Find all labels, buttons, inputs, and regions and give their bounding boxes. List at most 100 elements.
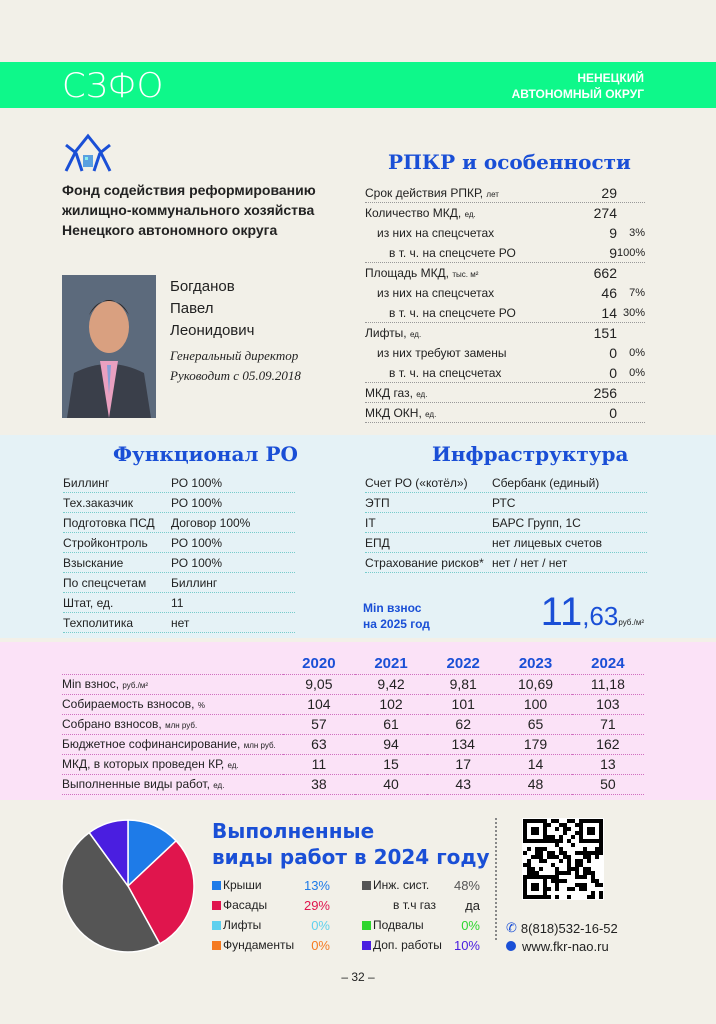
rpkr-row: Площадь МКД, тыс. м² 662: [365, 263, 645, 283]
metric-value: 65: [499, 714, 572, 735]
function-value: Договор 100%: [171, 515, 251, 530]
min-fee-int: 11: [540, 590, 583, 634]
federal-district: СЗФО: [62, 66, 164, 106]
label-text: в т. ч. на спецсчете РО: [389, 245, 516, 260]
legend-label: Фасады: [223, 898, 268, 912]
label-text: МКД ОКН,: [365, 405, 422, 420]
rpkr-label: МКД газ, ед.: [365, 386, 645, 400]
label-text: МКД, в которых проведен КР,: [62, 757, 225, 771]
legend-percent: 13%: [303, 877, 330, 893]
metric-value: 40: [354, 774, 428, 795]
legend-item: Крыши 13%: [212, 875, 330, 895]
legend-percent: 10%: [453, 937, 480, 953]
year-row: МКД, в которых проведен КР, ед. 11 15 17 14 1…: [62, 754, 644, 775]
legend-percent: 0%: [311, 937, 330, 953]
phone-icon: ✆: [506, 920, 517, 935]
function-value: РО 100%: [171, 535, 223, 550]
metric-label: Собрано взносов, млн руб.: [62, 714, 283, 735]
legend-swatch: [362, 880, 371, 890]
legend-swatch: [362, 901, 371, 910]
legend-swatch: [212, 920, 221, 930]
year-row: Бюджетное софинансирование, млн руб. 63 94…: [62, 734, 644, 755]
infra-value: РТС: [492, 495, 516, 510]
unit: лет: [486, 189, 499, 199]
legend-item: Доп. работы 10%: [362, 935, 480, 955]
infra-row: ЕПД нет лицевых счетов: [365, 533, 647, 553]
unit: ед.: [227, 761, 239, 770]
function-row: Взыскание РО 100%: [63, 553, 295, 573]
function-row: Техполитика нет: [63, 613, 295, 633]
rpkr-table: Срок действия РПКР, лет 29 Количество МКД,…: [365, 183, 645, 423]
legend-label: в т.ч газ: [393, 898, 436, 912]
year-row: Собрано взносов, млн руб. 57 61 62 65 71: [62, 714, 644, 735]
rpkr-row: Лифты, ед. 151: [365, 323, 645, 343]
region-name-line2: АВТОНОМНЫЙ ОКРУГ: [511, 87, 644, 101]
legend-percent: 0%: [461, 917, 480, 933]
metric-value: 103: [571, 694, 644, 715]
rpkr-value: 274: [593, 205, 617, 221]
label-text: Бюджетное софинансирование,: [62, 737, 241, 751]
web-icon: [506, 941, 516, 951]
metric-value: 57: [282, 714, 355, 735]
min-fee-label-2: на 2025 год: [363, 617, 430, 631]
function-label: Техполитика: [63, 615, 134, 630]
rpkr-row: из них на спецсчетах 46 7%: [365, 283, 645, 303]
min-fee-dec: ,63: [582, 601, 619, 631]
region-name-line1: НЕНЕЦКИЙ: [577, 71, 644, 85]
legend-label: Подвалы: [373, 918, 424, 932]
function-label: Штат, ед.: [63, 595, 114, 610]
min-fee-label: Min взнос на 2025 год: [363, 600, 430, 632]
legend-percent: 29%: [303, 897, 330, 913]
phone-number: 8(818)532-16-52: [520, 920, 618, 936]
works-title-2: виды работ в 2024 году: [212, 845, 490, 869]
metric-value: 104: [282, 694, 355, 715]
rpkr-row: из них требуют замены 0 0%: [365, 343, 645, 363]
metric-value: 63: [282, 734, 355, 755]
year-header: 2023: [499, 654, 572, 675]
legend-label: Крыши: [223, 878, 262, 892]
metric-value: 38: [282, 774, 355, 795]
unit: руб./м²: [122, 681, 149, 690]
website-link[interactable]: www.fkr-nao.ru: [522, 938, 609, 954]
rpkr-title: РПКР и особенности: [388, 150, 631, 174]
website[interactable]: www.fkr-nao.ru: [506, 936, 609, 956]
function-row: Тех.заказчик РО 100%: [63, 493, 295, 513]
label-text: из них на спецсчетах: [377, 286, 495, 300]
function-label: По спецсчетам: [63, 575, 147, 590]
infra-value: БАРС Групп, 1С: [492, 515, 581, 530]
pie-slice-Фасады: [127, 839, 195, 945]
year-header-row: 2020 2021 2022 2023 2024: [62, 654, 644, 675]
function-row: По спецсчетам Биллинг: [63, 573, 295, 593]
label-text: Собираемость взносов,: [62, 697, 195, 711]
metric-value: 50: [571, 774, 644, 795]
metric-value: 11,18: [571, 674, 644, 695]
surname: Богданов: [170, 278, 235, 295]
label-text: Min взнос,: [62, 677, 120, 691]
metric-value: 10,69: [499, 674, 572, 695]
year-header: 2020: [282, 654, 355, 675]
metric-label: Выполненные виды работ, ед.: [62, 774, 283, 795]
rpkr-percent: 100%: [617, 246, 646, 259]
tenure: Руководит с 05.09.2018: [170, 368, 301, 383]
metric-value: 11: [282, 754, 355, 775]
infra-label: IT: [365, 515, 376, 530]
function-value: РО 100%: [171, 495, 223, 510]
metric-value: 9,42: [354, 674, 428, 695]
rpkr-value: 9: [609, 225, 617, 241]
metric-value: 100: [499, 694, 572, 715]
functions-table: Биллинг РО 100% Тех.заказчик РО 100% Подгото…: [63, 473, 295, 633]
legend-swatch: [212, 940, 221, 950]
phone: ✆ 8(818)532-16-52: [506, 918, 618, 938]
rpkr-row: в т. ч. на спецсчетах 0 0%: [365, 363, 645, 383]
metric-value: 48: [499, 774, 572, 795]
year-row: Выполненные виды работ, ед. 38 40 43 48 50: [62, 774, 644, 795]
function-label: Стройконтроль: [63, 535, 148, 550]
infrastructure-title: Инфраструктура: [432, 442, 629, 466]
year-row: Min взнос, руб./м² 9,05 9,42 9,81 10,69 11,18: [62, 674, 644, 695]
year-header: 2024: [571, 654, 644, 675]
label-text: Срок действия РПКР,: [365, 185, 484, 200]
year-row: Собираемость взносов, % 104 102 101 100 103: [62, 694, 644, 715]
infra-row: Страхование рисков* нет / нет / нет: [365, 553, 647, 573]
legend-swatch: [212, 900, 221, 910]
min-fee-label-1: Min взнос: [363, 601, 422, 615]
